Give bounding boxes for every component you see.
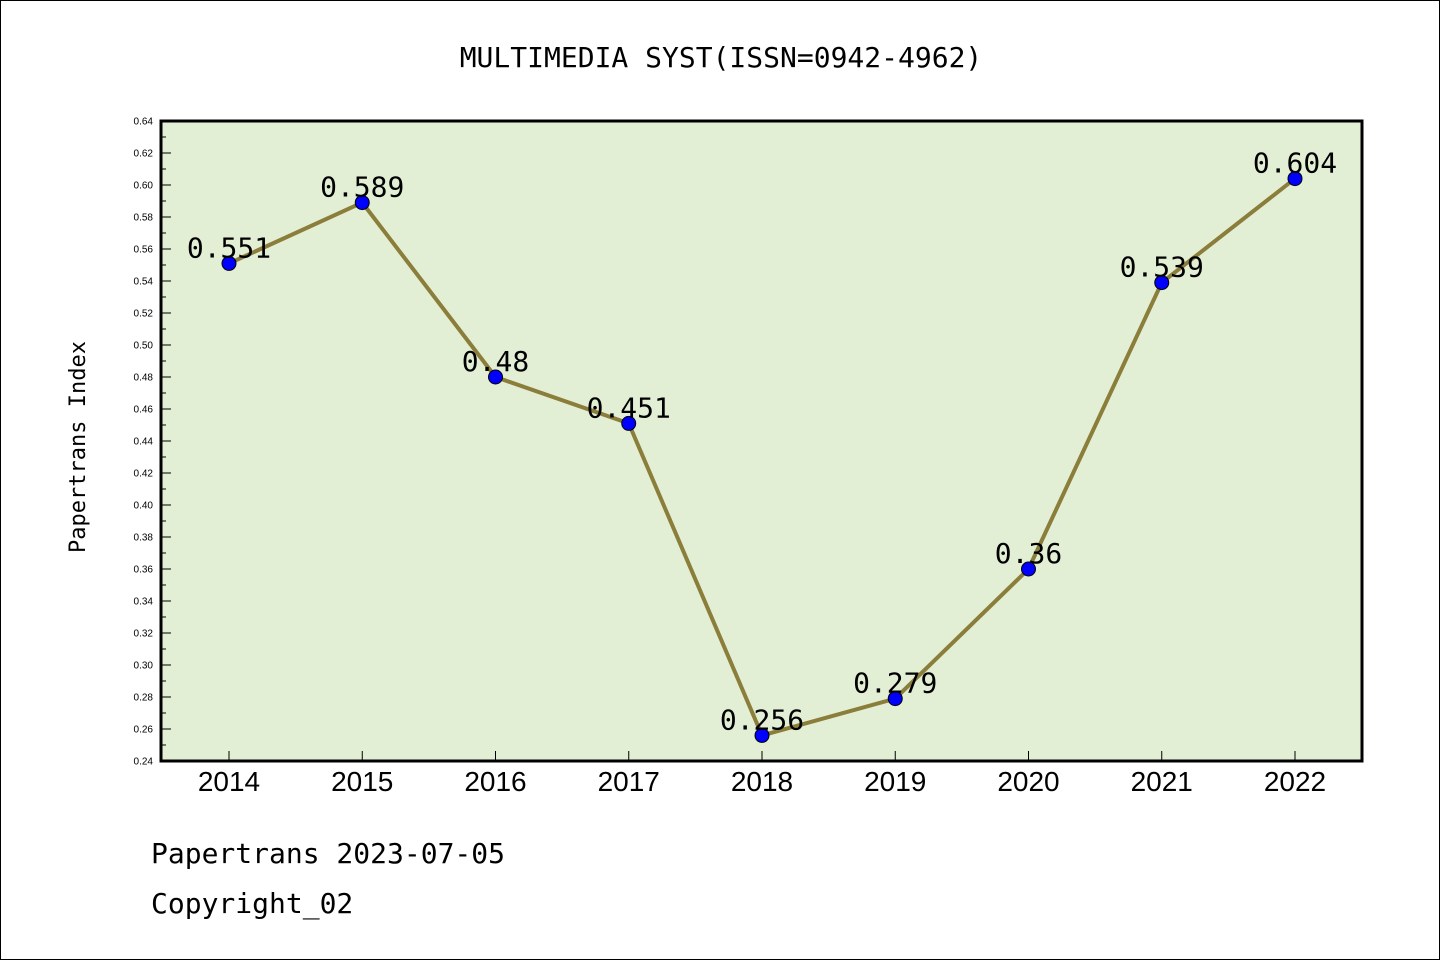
y-tick-label: 0.52 [134, 309, 154, 320]
data-label: 0.36 [995, 537, 1062, 570]
y-axis-label: Papertrans Index [66, 341, 91, 553]
y-tick-label: 0.62 [134, 149, 154, 160]
x-tick-label: 2015 [331, 766, 393, 797]
data-label: 0.279 [853, 667, 937, 700]
data-point [221, 255, 237, 271]
data-point [1154, 275, 1170, 291]
data-label: 0.539 [1120, 251, 1204, 284]
y-tick-label: 0.58 [134, 213, 154, 224]
y-tick-label: 0.60 [134, 181, 154, 192]
data-point [1287, 171, 1303, 187]
series: 0.551 0.589 0.48 0.451 0.256 0.279 0.36 0.539 0.… [187, 147, 1337, 743]
data-point [887, 691, 903, 707]
data-point [754, 727, 770, 743]
data-point [621, 415, 637, 431]
y-tick-label: 0.36 [134, 565, 154, 576]
y-tick-label: 0.46 [134, 405, 154, 416]
axes: 0.24 0.26 0.28 0.30 0.32 0.34 0.36 0.38 0.40 0.42… [134, 117, 1327, 798]
y-tick-label: 0.54 [134, 277, 154, 288]
data-label: 0.256 [720, 703, 804, 736]
data-label: 0.551 [187, 231, 271, 264]
x-tick-label: 2018 [731, 766, 793, 797]
data-label: 0.48 [462, 345, 529, 378]
y-tick-label: 0.30 [134, 661, 154, 672]
x-tick-label: 2022 [1264, 766, 1326, 797]
y-tick-label: 0.50 [134, 341, 154, 352]
chart-title: MULTIMEDIA SYST(ISSN=0942-4962) [460, 41, 983, 74]
y-tick-label: 0.38 [134, 533, 154, 544]
y-tick-label: 0.44 [134, 437, 154, 448]
x-tick-label: 2020 [997, 766, 1059, 797]
x-tick-label: 2019 [864, 766, 926, 797]
data-point [488, 369, 503, 385]
footer-date: Papertrans 2023-07-05 [151, 837, 506, 870]
y-tick-label: 0.32 [134, 629, 154, 640]
footer-copyright: Copyright_02 [151, 887, 354, 920]
x-tick-label: 2017 [598, 766, 660, 797]
data-point [354, 195, 370, 211]
x-tick-label: 2014 [198, 766, 260, 797]
y-tick-label: 0.26 [134, 725, 154, 736]
plot-area [161, 121, 1362, 761]
data-label: 0.589 [320, 171, 404, 204]
y-tick-label: 0.28 [134, 693, 154, 704]
y-tick-label: 0.56 [134, 245, 154, 256]
data-point [1021, 561, 1036, 577]
y-tick-label: 0.64 [134, 117, 154, 128]
x-tick-label: 2016 [464, 766, 526, 797]
y-tick-label: 0.42 [134, 469, 154, 480]
y-tick-label: 0.34 [134, 597, 154, 608]
y-tick-label: 0.40 [134, 501, 154, 512]
data-label: 0.604 [1253, 147, 1337, 180]
y-tick-label: 0.48 [134, 373, 154, 384]
x-tick-label: 2021 [1131, 766, 1193, 797]
y-tick-label: 0.24 [134, 757, 154, 768]
data-label: 0.451 [587, 391, 671, 424]
plot-border [159, 119, 1364, 763]
